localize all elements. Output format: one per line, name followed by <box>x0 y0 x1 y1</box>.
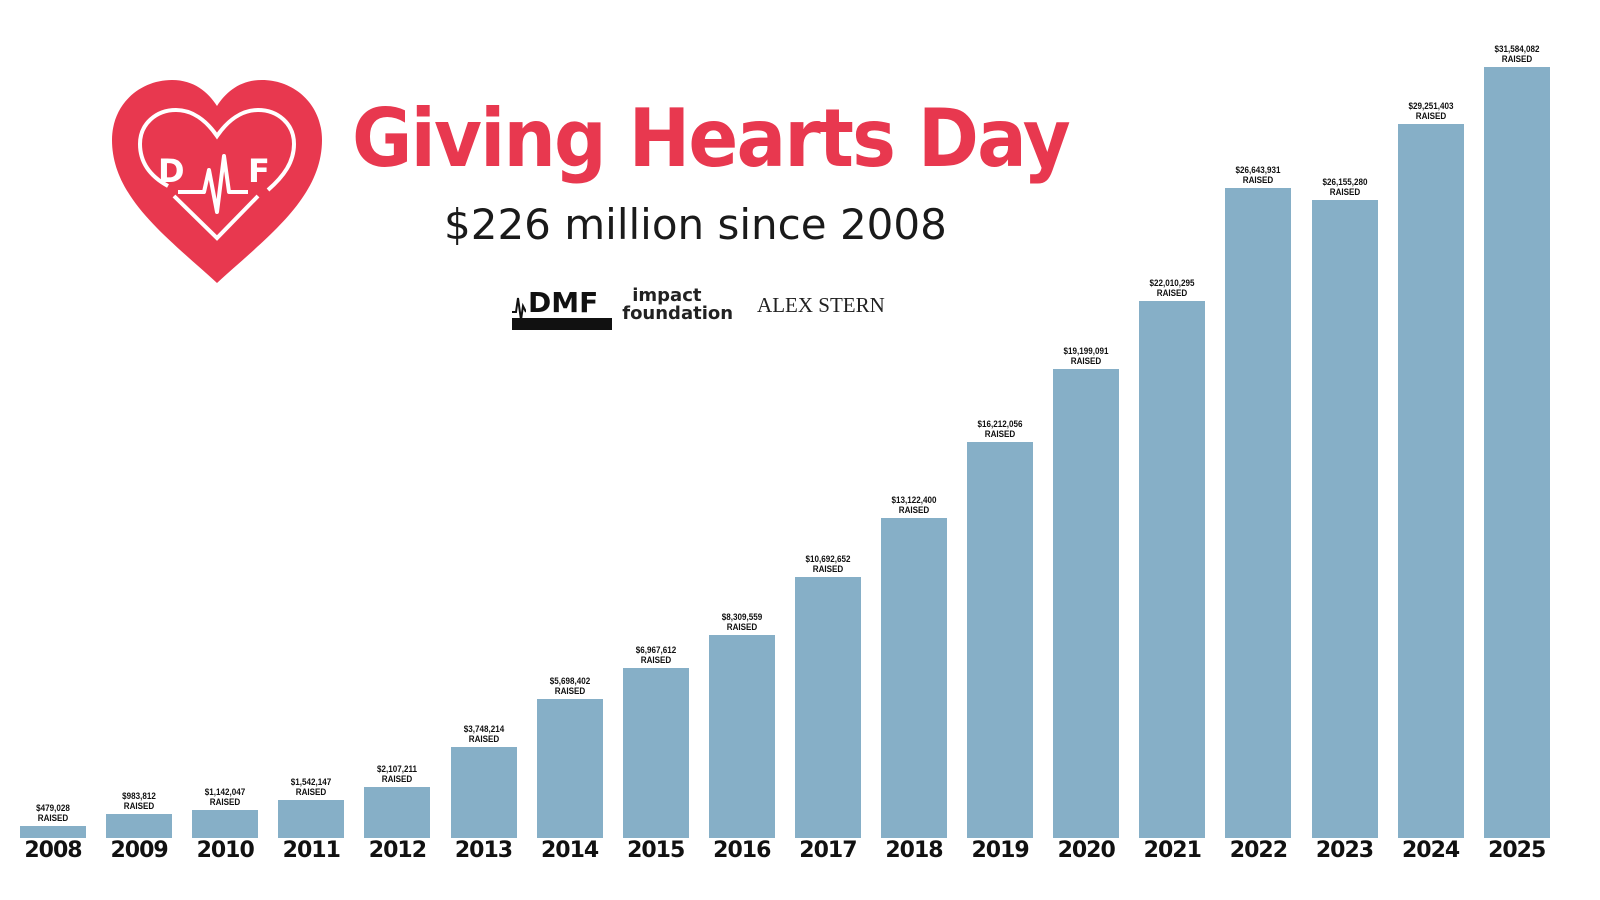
x-axis-year-label: 2024 <box>1401 838 1460 863</box>
x-axis-year-label: 2012 <box>368 838 427 863</box>
bar-2023: $26,155,280 RAISED <box>1311 177 1378 838</box>
bar-rect <box>1311 199 1378 838</box>
x-axis-year-label: 2017 <box>799 838 857 863</box>
bar-2017: $10,692,652 RAISED <box>794 554 861 838</box>
bar-2024: $29,251,403 RAISED <box>1397 101 1464 838</box>
bar-2010: $1,142,047 RAISED <box>192 788 259 838</box>
bar-rect <box>192 810 259 838</box>
bar-2013: $3,748,214 RAISED <box>450 724 517 838</box>
x-axis-year-label: 2008 <box>24 838 82 863</box>
bar-2025: $31,584,082 RAISED <box>1483 45 1550 838</box>
bar-2022: $26,643,931 RAISED <box>1225 165 1292 838</box>
bar-value-label: $983,812 RAISED <box>122 790 156 812</box>
page-title: Giving Hearts Day <box>352 92 1071 185</box>
bar-value-label: $10,692,652 RAISED <box>805 553 851 575</box>
bar-value-label: $5,698,402 RAISED <box>549 675 590 697</box>
bar-rect <box>20 826 86 838</box>
bar-2009: $983,812 RAISED <box>106 791 173 838</box>
x-axis-year-label: 2022 <box>1229 838 1288 863</box>
x-axis-year-label: 2010 <box>196 838 255 863</box>
bar-rect <box>622 667 689 838</box>
bar-value-label: $6,967,612 RAISED <box>635 644 676 666</box>
bar-2016: $8,309,559 RAISED <box>708 613 775 838</box>
x-axis-year-label: 2021 <box>1143 838 1202 863</box>
bar-rect <box>536 698 603 838</box>
bar-rect <box>1397 123 1464 838</box>
bar-value-label: $13,122,400 RAISED <box>891 494 937 516</box>
dmf-heart-logo-icon: D F <box>112 80 322 283</box>
bar-2020: $19,199,091 RAISED <box>1053 347 1120 838</box>
bar-value-label: $19,199,091 RAISED <box>1063 346 1109 368</box>
bar-value-label: $26,643,931 RAISED <box>1235 164 1281 186</box>
bar-rect <box>106 813 173 838</box>
bar-rect <box>967 442 1034 838</box>
bar-2018: $13,122,400 RAISED <box>881 495 947 838</box>
bar-value-label: $3,748,214 RAISED <box>463 723 504 745</box>
sponsor-alex-stern-logo: ALEX STERN <box>512 294 885 330</box>
bar-value-label: $22,010,295 RAISED <box>1149 277 1195 299</box>
heartbeat-icon <box>512 297 526 321</box>
bar-2011: $1,542,147 RAISED <box>278 778 345 838</box>
bar-2019: $16,212,056 RAISED <box>967 420 1034 838</box>
bar-value-label: $26,155,280 RAISED <box>1322 176 1367 198</box>
bar-value-label: $2,107,211 RAISED <box>377 763 418 785</box>
bar-rect <box>364 786 431 838</box>
bar-value-label: $31,584,082 RAISED <box>1494 44 1540 65</box>
x-axis-year-label: 2015 <box>627 838 685 863</box>
bar-2008: $479,028 RAISED <box>20 804 86 838</box>
x-axis-year-label: 2023 <box>1315 838 1374 863</box>
x-axis-year-label: 2020 <box>1057 838 1116 863</box>
x-axis-year-label: 2016 <box>713 838 771 863</box>
bar-2012: $2,107,211 RAISED <box>364 764 431 838</box>
bar-rect <box>1053 369 1120 838</box>
x-axis-year-label: 2014 <box>540 838 599 863</box>
bar-rect <box>278 800 345 838</box>
sponsor-impact-foundation-logo: impact foundation <box>622 285 734 324</box>
x-axis-year-label: 2011 <box>282 838 341 863</box>
bar-value-label: $1,542,147 RAISED <box>291 777 332 799</box>
page-subtitle: $226 million since 2008 <box>444 200 947 249</box>
bar-value-label: $8,309,559 RAISED <box>721 612 762 634</box>
bar-rect <box>794 576 861 838</box>
bar-rect <box>881 517 947 838</box>
bar-value-label: $479,028 RAISED <box>36 803 70 824</box>
bar-value-label: $16,212,056 RAISED <box>977 419 1023 441</box>
bar-rect <box>450 746 517 838</box>
x-axis-year-label: 2018 <box>885 838 943 863</box>
bar-rect <box>708 635 775 838</box>
sponsor-logos: DMF impact foundation ALEX STERN <box>512 280 885 330</box>
bar-rect <box>1139 300 1206 838</box>
x-axis-year-label: 2009 <box>110 838 168 863</box>
bar-2014: $5,698,402 RAISED <box>536 676 603 838</box>
bar-2015: $6,967,612 RAISED <box>622 645 689 838</box>
bar-rect <box>1225 187 1292 838</box>
x-axis-year-label: 2019 <box>971 838 1029 863</box>
bar-rect <box>1483 67 1550 838</box>
svg-text:D: D <box>158 152 185 190</box>
x-axis-year-label: 2025 <box>1488 838 1546 863</box>
bar-value-label: $29,251,403 RAISED <box>1408 100 1454 122</box>
bar-2021: $22,010,295 RAISED <box>1139 278 1206 838</box>
svg-text:F: F <box>248 152 270 190</box>
x-axis-year-label: 2013 <box>454 838 513 863</box>
bar-value-label: $1,142,047 RAISED <box>204 787 246 809</box>
